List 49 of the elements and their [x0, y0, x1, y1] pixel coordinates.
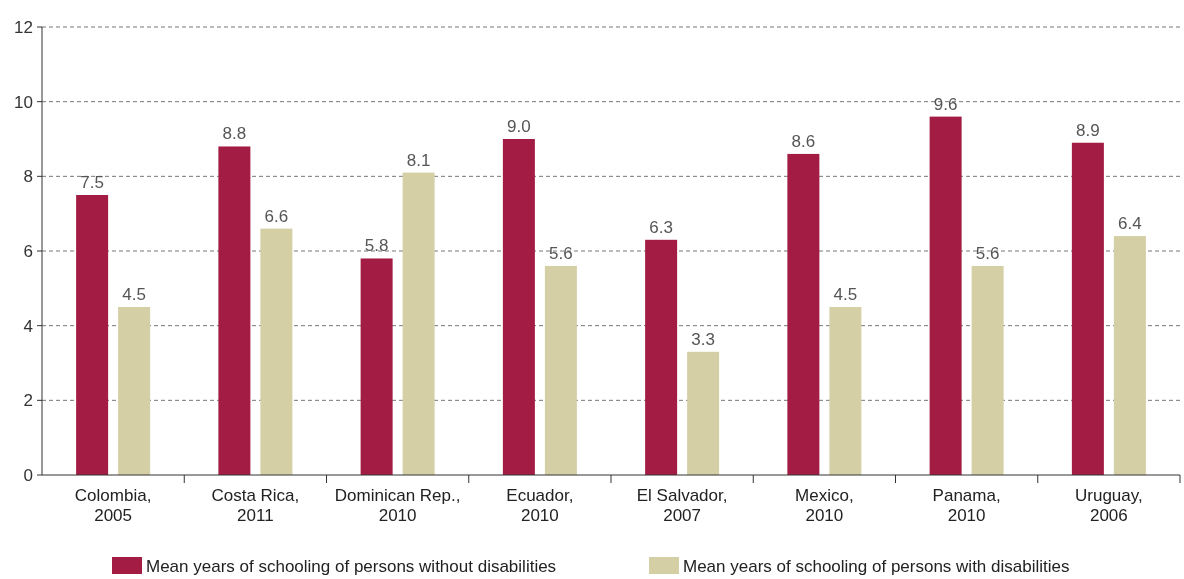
bar [218, 146, 251, 475]
data-label: 7.5 [80, 173, 104, 192]
data-label: 6.6 [264, 206, 289, 226]
bar [260, 228, 293, 475]
bar [1071, 142, 1104, 475]
data-label: 8.8 [222, 124, 247, 144]
data-label: 6.4 [1118, 214, 1142, 234]
bar [645, 239, 678, 475]
x-tick-label: El Salvador, 2007 [636, 486, 728, 525]
bar [687, 351, 720, 475]
legend-label: Mean years of schooling of persons with disabilities [683, 557, 1070, 576]
bar [787, 153, 820, 475]
y-tick-label: 6 [23, 242, 33, 261]
bar [360, 258, 393, 475]
y-tick-label: 2 [23, 391, 33, 411]
x-tick-label: Mexico, 2010 [795, 486, 854, 525]
bar [829, 307, 862, 475]
y-tick-label: 0 [23, 466, 33, 485]
y-tick-label: 8 [23, 167, 33, 187]
bar [1113, 236, 1146, 475]
data-label: 6.3 [649, 217, 673, 237]
x-tick-label: Dominican Rep., 2010 [334, 486, 461, 525]
data-label: 8.9 [1076, 120, 1100, 140]
bar [544, 265, 577, 475]
data-label: 5.8 [364, 236, 389, 256]
data-label: 9.0 [507, 117, 531, 136]
data-label: 4.5 [833, 285, 858, 304]
x-tick-label: Costa Rica, 2011 [211, 486, 300, 525]
data-label: 8.1 [406, 150, 431, 170]
x-tick-label: Panama, 2010 [932, 486, 1001, 525]
bar [402, 172, 435, 475]
y-tick-label: 10 [14, 92, 33, 112]
data-label: 3.3 [691, 329, 715, 349]
x-tick-label: Ecuador, 2010 [506, 486, 574, 525]
x-tick-label: Colombia, 2005 [74, 486, 152, 525]
bar [502, 139, 535, 475]
y-tick-label: 12 [14, 18, 33, 37]
data-label: 8.6 [791, 131, 816, 151]
bar [118, 307, 151, 475]
data-label: 5.6 [549, 243, 573, 263]
bar [929, 116, 962, 475]
x-tick-label: Uruguay, 2006 [1075, 486, 1143, 525]
data-label: 4.5 [122, 285, 146, 304]
bar [971, 265, 1004, 475]
legend-label: Mean years of schooling of persons without disabilities [146, 557, 557, 576]
y-tick-label: 4 [23, 316, 33, 336]
data-label: 5.6 [975, 243, 1000, 263]
data-label: 9.6 [933, 94, 958, 114]
bar [76, 195, 109, 475]
